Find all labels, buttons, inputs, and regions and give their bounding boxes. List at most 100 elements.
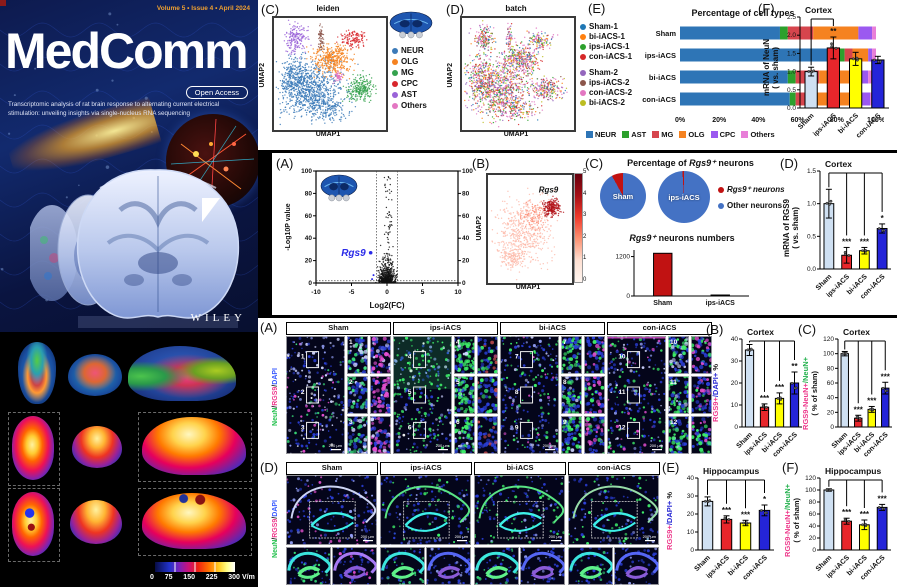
colorbar-tick: 300 (228, 574, 240, 581)
umap_leiden-svg (275, 19, 377, 126)
rgs9-expression-svg: Rgs9 (490, 185, 565, 281)
cortex-group-bi-iACS: bi-iACS 7 8 9 200 μm 7 8 9 (498, 322, 608, 458)
tissue-inset-rgs9-con (690, 414, 714, 455)
cortex-inset (475, 414, 500, 456)
svg-text:40%: 40% (751, 117, 766, 124)
cortex-inset: 6 (452, 415, 477, 456)
cortex-inset: 10 (666, 334, 691, 376)
svg-text:80: 80 (462, 190, 470, 197)
tissue-inset-neun-con: 12 (666, 414, 691, 456)
figure-row-rgs9: (A) -10 -5 0 5 10 0 0 20 20 40 40 60 60 80 80 100 100 Log… (272, 153, 897, 315)
cortex-group-con-iACS: con-iACS 10 11 12 200 μm 10 11 12 (606, 322, 714, 458)
svg-text:5: 5 (421, 289, 425, 296)
field-map-box (8, 488, 60, 562)
cortex-inset: 5 (452, 374, 477, 416)
svg-text:60: 60 (305, 213, 313, 220)
umap_batch-svg (463, 20, 568, 128)
microscopy-column-header: con-iACS (607, 322, 712, 335)
svg-text:Sham: Sham (797, 112, 815, 130)
svg-text:20%: 20% (712, 117, 727, 124)
cortex-image-bi-iACS: 7 8 9 200 μm (498, 335, 561, 455)
legend-item-NEUR: NEUR (586, 130, 616, 139)
leiden-title: leiden (316, 4, 340, 13)
svg-text:0%: 0% (675, 117, 686, 124)
stack-ips-iACS-Others (872, 48, 876, 62)
tissue-inset-neun-ips: 6 (452, 415, 477, 456)
tissue-hippo-inset-purple (612, 546, 660, 587)
pies-legend: Rgs9⁺ neurons Other neurons (718, 185, 785, 210)
neun-ylabel: mRNA of NeuN ( vs. sham) (762, 38, 781, 97)
svg-text:ips-iACS: ips-iACS (645, 51, 676, 60)
microscopy-column-header: Sham (286, 462, 378, 475)
panel-label-b3: (B) (706, 322, 724, 337)
bar-Sham (823, 489, 835, 551)
tissue-hippo-inset-purple-sham (332, 546, 378, 586)
svg-text:20: 20 (305, 258, 313, 265)
hipponeun-ylabel: RGS9-NeuN+/NeuN+ ( % of sham) (783, 484, 801, 557)
field-colorbar-labels: 0 75 150 225 300 (150, 574, 240, 581)
legend-item-ips-iACS-2: ips-iACS-2 (580, 78, 632, 87)
cortex-inset: 1 (346, 336, 370, 377)
stack-Sham-Others (872, 26, 876, 40)
celltypes-title: Percentage of cell types (691, 8, 795, 18)
cortex-inset: 9 (559, 415, 584, 455)
svg-text:bi-iACS: bi-iACS (649, 73, 676, 82)
cortex-neun-chart: 0 20 40 60 80 100 120 Cortex Sham *** ips-iACS *** b… (818, 325, 896, 465)
tissue-inset-rgs9-ips (475, 414, 500, 456)
bar-bi-iACS (849, 58, 863, 109)
field-sagittal-1 (142, 417, 246, 475)
colorbar-tick: 0 (150, 574, 154, 581)
svg-text:80: 80 (305, 190, 313, 197)
cortex_dapi-plot: 010203040CortexSham***ips-iACS***bi-iACS… (731, 327, 802, 459)
hippo-inset (286, 546, 332, 586)
legend-item-bi-iACS-2: bi-iACS-2 (580, 98, 632, 107)
rgs9-numbers-title: Rgs9⁺ neurons numbers (629, 233, 735, 243)
journal-title: MedComm (5, 23, 249, 79)
tissue-inset-neun-bi: 8 (559, 374, 584, 415)
tissue-inset-neun-con: 10 (666, 334, 691, 376)
cortex-inset: 7 (559, 335, 584, 376)
cortex-inset (475, 374, 500, 415)
svg-text:0.5: 0.5 (787, 87, 796, 94)
cortex-inset (690, 336, 714, 375)
svg-text:0: 0 (462, 280, 466, 287)
tissue-inset-rgs9-sham (369, 375, 392, 416)
field-sagittal-2 (142, 493, 246, 549)
svg-text:Sham: Sham (656, 29, 677, 38)
colorbar-tick: 75 (164, 574, 173, 581)
tissue-inset-neun-bi: 9 (559, 415, 584, 455)
bar-Sham (804, 71, 818, 109)
svg-text:2.0: 2.0 (787, 32, 796, 39)
hippo-group-Sham: Sham 200 μm (285, 462, 379, 586)
svg-text:con-iACS: con-iACS (642, 95, 676, 104)
hippo-group-ips-iACS: ips-iACS 200 μm (378, 462, 472, 586)
svg-text:100%: 100% (867, 117, 884, 124)
tissue-hippo-inset-purple (518, 546, 567, 586)
panel-label-e3: (E) (662, 460, 680, 475)
cortex_neun-plot: 020406080100120CortexSham***ips-iACS***b… (823, 327, 892, 459)
svg-text:0.0: 0.0 (787, 105, 796, 112)
tissue-inset-rgs9-sham (369, 414, 393, 456)
bar-con-iACS (876, 227, 888, 270)
pie-sham: Sham (600, 173, 646, 219)
field-coronal-2 (70, 500, 122, 544)
legend-item-Sham-1: Sham-1 (580, 22, 632, 31)
channel-label-hippo: NeuN/RGS9/DAPI (272, 500, 279, 558)
stack-bi-iACS-AST (787, 70, 796, 84)
stack-bi-iACS-NEUR (680, 70, 788, 84)
cortexdapi-ylabel: RGS9+/DAPI+ % (711, 364, 720, 422)
stack-ips-iACS-NEUR (680, 48, 839, 62)
svg-text:0: 0 (385, 289, 389, 296)
rgs9_mrna-plot: 0.00.51.01.5CortexSham***ips-iACS***bi-i… (807, 159, 891, 301)
tissue-inset-rgs9-con (689, 374, 714, 415)
batch-xlabel: UMAP1 (503, 131, 529, 138)
legend-item-AST: AST (622, 130, 646, 139)
tissue-inset-neun-ips: 4 (452, 335, 477, 376)
field-coronal-1 (72, 426, 122, 468)
bar-Sham (840, 353, 849, 428)
celltypes-legend: NEUR AST MG OLG CPC Others (586, 130, 886, 139)
tissue-inset-rgs9-bi (582, 374, 607, 415)
journal-cover: Volume 5 • Issue 4 • April 2024 MedComm … (0, 0, 258, 332)
